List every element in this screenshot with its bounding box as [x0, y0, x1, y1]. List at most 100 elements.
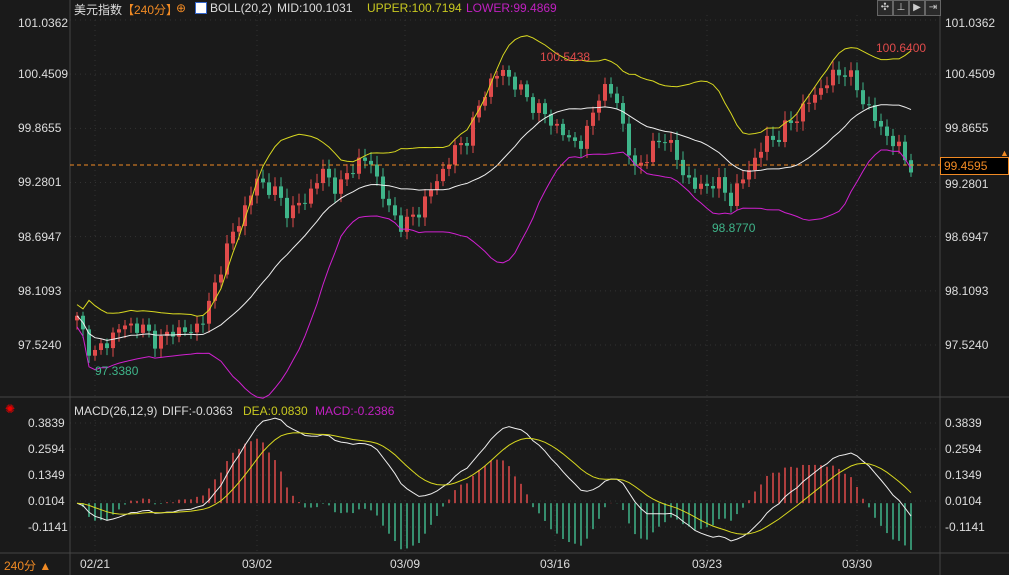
- candle-body: [819, 88, 823, 95]
- candle-body: [477, 105, 481, 118]
- macd-tick: 0.3839: [945, 416, 982, 430]
- date-tick: 03/30: [842, 557, 873, 571]
- candle-body: [381, 176, 385, 199]
- candle-body: [261, 178, 265, 183]
- candle-body: [543, 103, 547, 115]
- boll-mid-line: [76, 104, 912, 341]
- candle-body: [399, 215, 403, 232]
- price-tick: 101.0362: [945, 16, 996, 30]
- macd-tick-left: 0.0104: [28, 494, 65, 508]
- candle-body: [117, 329, 121, 333]
- instrument-title: 美元指数: [74, 3, 123, 17]
- candle-body: [405, 216, 409, 232]
- boll-upper: UPPER:100.7194: [367, 1, 462, 15]
- candle-body: [483, 96, 487, 106]
- candle-body: [573, 137, 577, 141]
- candle-body: [885, 126, 889, 136]
- macd-tick: 0.1349: [945, 468, 982, 482]
- macd-tick: 0.2594: [945, 442, 982, 456]
- candle-body: [495, 75, 499, 79]
- candle-body: [291, 205, 295, 219]
- price-tick-left: 99.8655: [18, 121, 62, 136]
- candle-body: [243, 205, 247, 227]
- price-tick: 98.6947: [945, 229, 989, 244]
- price-tick-left: 99.2801: [18, 175, 62, 190]
- candle-body: [459, 143, 463, 146]
- candle-body: [153, 330, 157, 349]
- price-tick: 100.4509: [945, 67, 996, 82]
- candle-body: [807, 102, 811, 104]
- candle-body: [675, 140, 679, 160]
- candle-body: [411, 214, 415, 217]
- goto-end-tool-icon[interactable]: ⇥: [925, 0, 941, 16]
- candle-body: [567, 135, 571, 138]
- candle-body: [891, 135, 895, 147]
- candle-body: [849, 70, 853, 77]
- date-tick: 03/16: [540, 557, 571, 571]
- crosshair-icon[interactable]: ⊕: [176, 1, 187, 15]
- candle-body: [759, 151, 763, 158]
- candle-body: [363, 157, 367, 161]
- candle-body: [303, 202, 307, 204]
- macd-dea: DEA:0.0830: [243, 404, 308, 418]
- candle-body: [795, 121, 799, 123]
- candle-body: [909, 160, 913, 173]
- date-tick: 03/02: [242, 557, 273, 571]
- candle-body: [813, 94, 817, 103]
- candle-body: [771, 135, 775, 140]
- candle-body: [321, 168, 325, 184]
- candle-body: [645, 162, 649, 164]
- date-tick: 02/21: [80, 557, 111, 571]
- candle-body: [681, 159, 685, 176]
- candle-body: [135, 323, 139, 333]
- date-tick: 03/09: [390, 557, 421, 571]
- price-tick-left: 98.1093: [18, 283, 62, 298]
- macd-label[interactable]: MACD(26,12,9): [74, 404, 158, 418]
- candle-body: [579, 140, 583, 149]
- boll-mid: MID:100.1031: [277, 1, 353, 15]
- period-selector[interactable]: 240分 ▲: [4, 559, 52, 573]
- candle-body: [441, 168, 445, 182]
- candle-body: [99, 343, 103, 350]
- current-price-label: 99.4595: [940, 157, 1009, 175]
- period-label[interactable]: 【240分】: [122, 3, 179, 17]
- candle-body: [729, 192, 733, 206]
- candle-body: [519, 84, 523, 90]
- candle-body: [777, 139, 781, 143]
- indicator-settings-icon[interactable]: ✺: [5, 402, 16, 416]
- candle-body: [837, 69, 841, 76]
- candle-body: [591, 112, 595, 126]
- candle-body: [585, 125, 589, 149]
- candle-body: [225, 243, 229, 275]
- play-tool-icon[interactable]: ▶: [909, 0, 925, 16]
- candle-body: [615, 93, 619, 104]
- candle-body: [369, 160, 373, 165]
- candle-body: [447, 164, 451, 169]
- candle-body: [753, 157, 757, 171]
- axis-tool-icon[interactable]: ⊥: [893, 0, 909, 16]
- candle-body: [279, 186, 283, 198]
- candle-body: [123, 325, 127, 330]
- crosshair-tool-icon[interactable]: ✣: [877, 0, 893, 16]
- macd-diff: DIFF:-0.0363: [162, 404, 233, 418]
- candle-body: [471, 117, 475, 146]
- candle-body: [327, 168, 331, 178]
- candle-body: [207, 300, 211, 324]
- candle-body: [129, 323, 133, 326]
- candle-body: [201, 323, 205, 325]
- boll-upper-line: [76, 35, 912, 317]
- candle-body: [333, 177, 337, 194]
- candle-body: [183, 327, 187, 332]
- boll-label[interactable]: BOLL(20,2): [210, 1, 273, 15]
- candle-body: [723, 177, 727, 193]
- price-tick-left: 101.0362: [18, 16, 69, 30]
- candle-body: [147, 324, 151, 331]
- macd-tick-left: 0.1349: [28, 468, 65, 482]
- macd-dea-line: [76, 432, 912, 535]
- macd-tick-left: -0.1141: [28, 520, 68, 534]
- candle-body: [513, 76, 517, 90]
- candle-body: [219, 274, 223, 283]
- candle-body: [507, 69, 511, 77]
- indicator-icon[interactable]: [195, 2, 207, 14]
